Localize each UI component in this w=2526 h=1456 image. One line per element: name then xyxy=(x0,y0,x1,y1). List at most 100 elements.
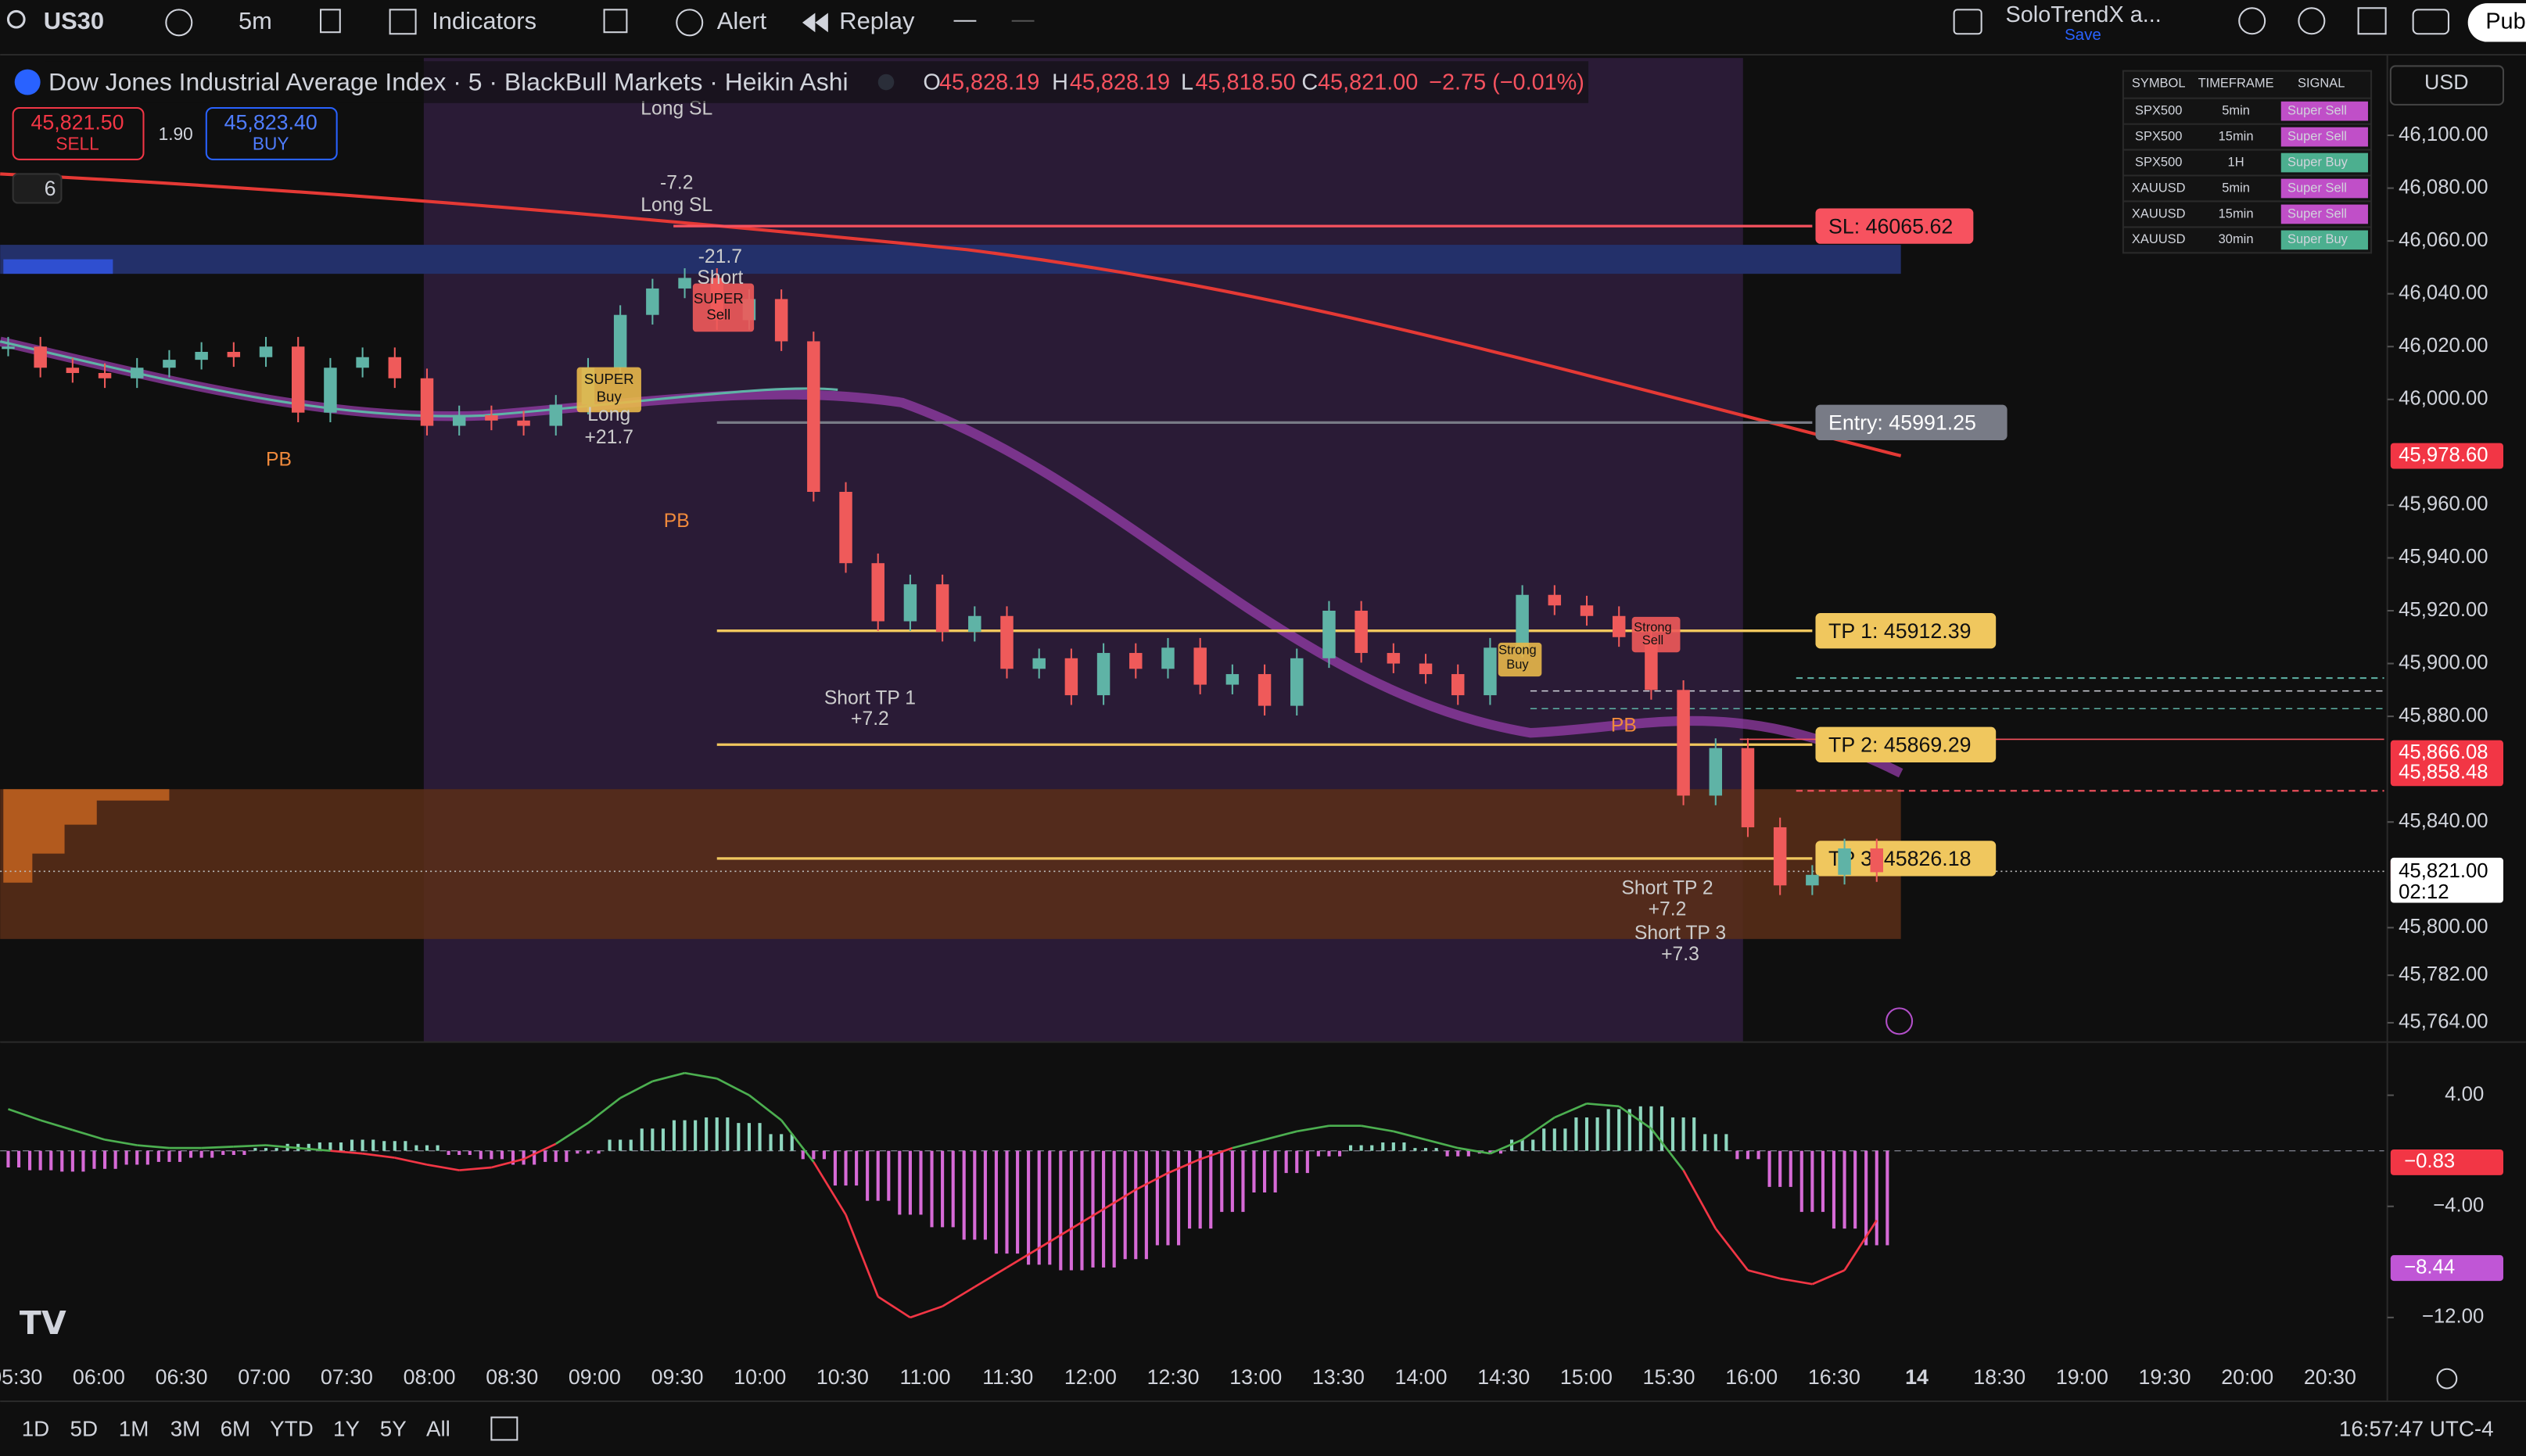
range-button[interactable]: 5Y xyxy=(380,1416,407,1440)
publish[interactable]: Pub xyxy=(2485,9,2525,34)
level-label: TP 3: 45826.18 xyxy=(1828,847,1972,870)
date-range-icon[interactable] xyxy=(490,1416,518,1441)
sell-label[interactable]: SELL xyxy=(56,133,99,153)
table-cell: 1H xyxy=(2228,155,2244,169)
histogram-bar xyxy=(221,1150,225,1156)
indicator-toggle[interactable] xyxy=(12,173,63,204)
histogram-bar xyxy=(640,1128,644,1151)
buy-price[interactable]: 45,823.40 xyxy=(224,111,318,134)
alert[interactable]: Alert xyxy=(717,7,767,34)
histogram-bar xyxy=(962,1150,966,1240)
flash-icon[interactable] xyxy=(1886,1007,1914,1035)
candle xyxy=(1451,674,1465,696)
x-tick-label: 06:00 xyxy=(73,1365,125,1389)
currency-select[interactable] xyxy=(2389,65,2505,106)
macd-line-segment xyxy=(942,1286,975,1307)
range-button[interactable]: 1Y xyxy=(333,1416,360,1440)
candle xyxy=(1096,653,1111,696)
y-tick-label: 45,782.00 xyxy=(2399,963,2488,985)
publish-button[interactable] xyxy=(2467,3,2526,42)
y-tick-label: 45,764.00 xyxy=(2399,1011,2488,1033)
candle xyxy=(1709,748,1723,796)
histogram-bar xyxy=(908,1150,912,1215)
clock[interactable]: 16:57:47 UTC-4 xyxy=(2339,1416,2494,1440)
histogram-bar xyxy=(608,1139,612,1151)
histogram-bar xyxy=(1456,1150,1460,1157)
chart-type[interactable] xyxy=(320,9,341,34)
histogram-bar xyxy=(1295,1150,1299,1174)
table-cell: SPX500 xyxy=(2135,155,2182,169)
indicators[interactable]: Indicators xyxy=(432,7,536,34)
histogram-bar xyxy=(769,1134,773,1151)
histogram-bar xyxy=(178,1150,182,1162)
replay[interactable]: Replay xyxy=(839,7,915,34)
candle xyxy=(324,368,337,413)
y-tick-label: 45,840.00 xyxy=(2399,810,2488,832)
sell-button[interactable] xyxy=(12,106,145,160)
save[interactable]: Save xyxy=(2065,26,2101,44)
legend-bg xyxy=(45,61,1589,103)
candle xyxy=(1322,611,1336,658)
histogram-bar xyxy=(1177,1150,1181,1246)
chart-annotation: Buy xyxy=(1506,658,1529,672)
macd-line-segment xyxy=(1489,1139,1523,1155)
candle xyxy=(678,278,691,289)
layout-name[interactable]: SoloTrendX a... xyxy=(2006,2,2162,27)
histogram-bar xyxy=(1886,1150,1889,1246)
status-dot xyxy=(877,74,895,91)
x-tick-label: 05:30 xyxy=(0,1365,42,1389)
histogram-bar xyxy=(17,1150,21,1168)
histogram-bar xyxy=(457,1150,461,1156)
histogram-bar xyxy=(1638,1106,1642,1151)
range-button[interactable]: All xyxy=(426,1416,450,1440)
histogram-bar xyxy=(1595,1117,1599,1151)
axis-settings[interactable] xyxy=(2436,1368,2458,1390)
range-button[interactable]: 6M xyxy=(221,1416,251,1440)
layout-icon[interactable] xyxy=(1953,9,1982,35)
macd-line-segment xyxy=(330,1149,363,1155)
x-tick-label: 08:00 xyxy=(404,1365,456,1389)
range-button[interactable]: 1D xyxy=(22,1416,50,1440)
candle xyxy=(131,368,144,378)
osc-badge xyxy=(2390,1255,2503,1282)
candle xyxy=(807,341,820,493)
macd-line-segment xyxy=(1682,1169,1717,1229)
y-tick-label: 45,920.00 xyxy=(2399,599,2488,621)
histogram-bar xyxy=(951,1150,955,1228)
screenshot-icon[interactable] xyxy=(2412,9,2449,35)
y-tick-label: 46,020.00 xyxy=(2399,335,2488,357)
alert-icon[interactable] xyxy=(676,9,704,37)
indicators-icon[interactable] xyxy=(389,9,417,35)
range-button[interactable]: 1M xyxy=(119,1416,149,1440)
indicator-count[interactable]: 6 xyxy=(45,177,56,200)
osc-tick-label: −12.00 xyxy=(2422,1306,2484,1328)
search-icon[interactable] xyxy=(6,9,26,29)
templates[interactable] xyxy=(603,9,628,34)
macd-line-segment xyxy=(587,1097,621,1124)
range-button[interactable]: 3M xyxy=(170,1416,201,1440)
chart-annotation: Short TP 3 xyxy=(1634,923,1726,944)
symbol[interactable]: US30 xyxy=(44,7,104,34)
macd-line-segment xyxy=(877,1296,911,1318)
range-button[interactable]: 5D xyxy=(70,1416,99,1440)
candle xyxy=(1387,653,1401,664)
currency[interactable]: USD xyxy=(2424,70,2469,94)
price-badge xyxy=(2390,443,2503,469)
macd-line-segment xyxy=(1458,1146,1491,1155)
add-symbol[interactable] xyxy=(165,9,193,37)
x-tick-label: 07:00 xyxy=(238,1365,290,1389)
histogram-bar xyxy=(973,1150,977,1240)
candle xyxy=(1484,647,1497,696)
histogram-bar xyxy=(1670,1117,1675,1151)
histogram-bar xyxy=(307,1143,310,1151)
fullscreen[interactable] xyxy=(2357,7,2387,35)
range-button[interactable]: YTD xyxy=(270,1416,314,1440)
buy-button[interactable] xyxy=(205,106,338,160)
sell-price[interactable]: 45,821.50 xyxy=(30,111,124,134)
interval[interactable]: 5m xyxy=(239,7,272,34)
histogram-bar xyxy=(1832,1150,1836,1229)
x-tick-label: 07:30 xyxy=(321,1365,373,1389)
settings-icon[interactable] xyxy=(2298,7,2326,35)
tool-icon[interactable] xyxy=(2238,7,2266,35)
buy-label[interactable]: BUY xyxy=(253,133,289,153)
